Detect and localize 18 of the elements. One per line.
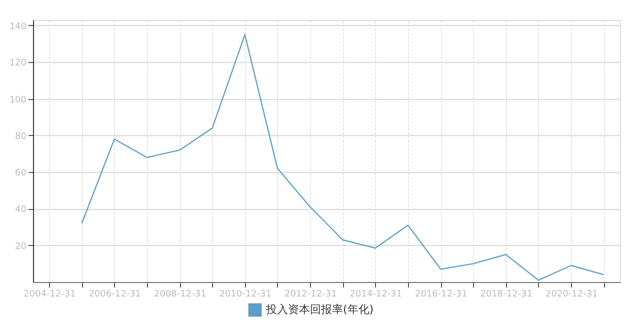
y-tick-label: 80: [15, 132, 27, 142]
x-tick-label: 2006-12-31: [88, 290, 142, 300]
y-tick-label: 40: [15, 205, 27, 216]
legend-label: 投入资本回报率(年化): [265, 303, 374, 316]
x-tick-label: 2012-12-31: [284, 290, 337, 300]
line-series: [81, 34, 604, 281]
x-tick-label: 2010-12-31: [219, 290, 272, 300]
x-tick-label: 2014-12-31: [350, 290, 402, 300]
y-tick-label: 60: [15, 168, 27, 179]
x-tick-label: 2004-12-31: [24, 290, 76, 300]
x-tick-label: 2020-12-31: [545, 290, 598, 300]
y-tick-label: 140: [9, 22, 27, 32]
y-tick-label: 120: [9, 58, 27, 69]
x-tick-label: 2018-12-31: [480, 290, 533, 300]
x-tick-label: 2016-12-31: [414, 290, 468, 300]
y-tick-label: 100: [9, 95, 27, 106]
x-tick-label: 2008-12-31: [154, 290, 206, 300]
y-tick-label: 20: [15, 242, 27, 252]
